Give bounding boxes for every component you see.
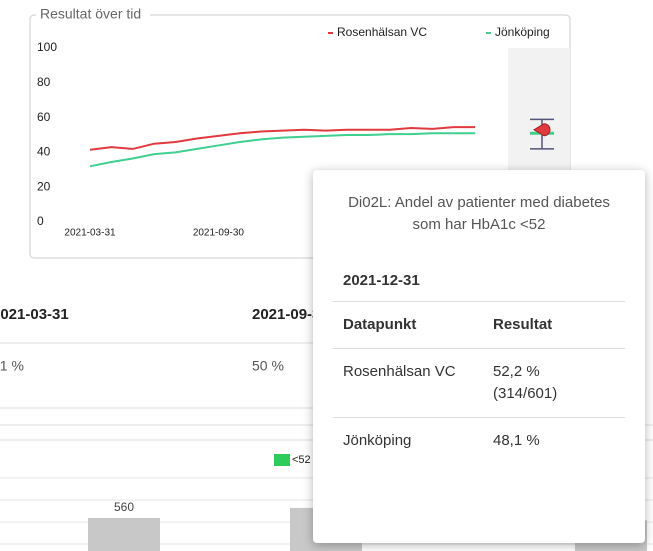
series-line (89, 132, 476, 168)
chart-title: Resultat över tid (40, 6, 141, 22)
cell: 50 % (252, 358, 284, 374)
header-cell: Resultat (493, 316, 553, 333)
column-header: 2021-03-31 (0, 306, 69, 323)
tooltip-header: Datapunkt Resultat (333, 302, 625, 349)
y-tick-label: 80 (37, 75, 51, 89)
legend-label: Jönköping (495, 25, 550, 39)
y-tick-label: 0 (37, 214, 44, 228)
header-cell: Datapunkt (343, 316, 417, 333)
legend-label: Rosenhälsan VC (337, 25, 427, 39)
cell: Rosenhälsan VC (343, 363, 456, 380)
bar (88, 517, 160, 551)
tooltip-date: 2021-12-31 (333, 272, 625, 302)
cell: 48,1 % (493, 432, 540, 449)
cell: Jönköping (343, 432, 412, 449)
bar-label: 560 (114, 500, 134, 514)
y-tick-label: 40 (37, 145, 51, 159)
tooltip-title: Di02L: Andel av patienter med diabetes s… (348, 194, 610, 233)
legend-label: <52 (292, 454, 311, 466)
column-header: 2021-09-30 (252, 306, 329, 323)
x-tick-label: 2021-03-31 (64, 228, 116, 239)
tooltip-row: Jönköping 48,1 % (333, 418, 625, 464)
legend-swatch (274, 454, 290, 466)
series-line (89, 126, 476, 151)
value-marker (533, 123, 551, 137)
tooltip-row: Rosenhälsan VC 52,2 % (314/601) (333, 349, 625, 418)
y-tick-label: 60 (37, 110, 51, 124)
x-tick-label: 2021-09-30 (193, 228, 245, 239)
y-tick-label: 20 (37, 179, 51, 193)
frame-gap (36, 8, 150, 22)
tooltip: Di02L: Andel av patienter med diabetes s… (313, 170, 645, 543)
cell: 41 % (0, 358, 24, 374)
cell: 52,2 % (314/601) (493, 363, 558, 402)
y-tick-label: 100 (37, 40, 57, 54)
